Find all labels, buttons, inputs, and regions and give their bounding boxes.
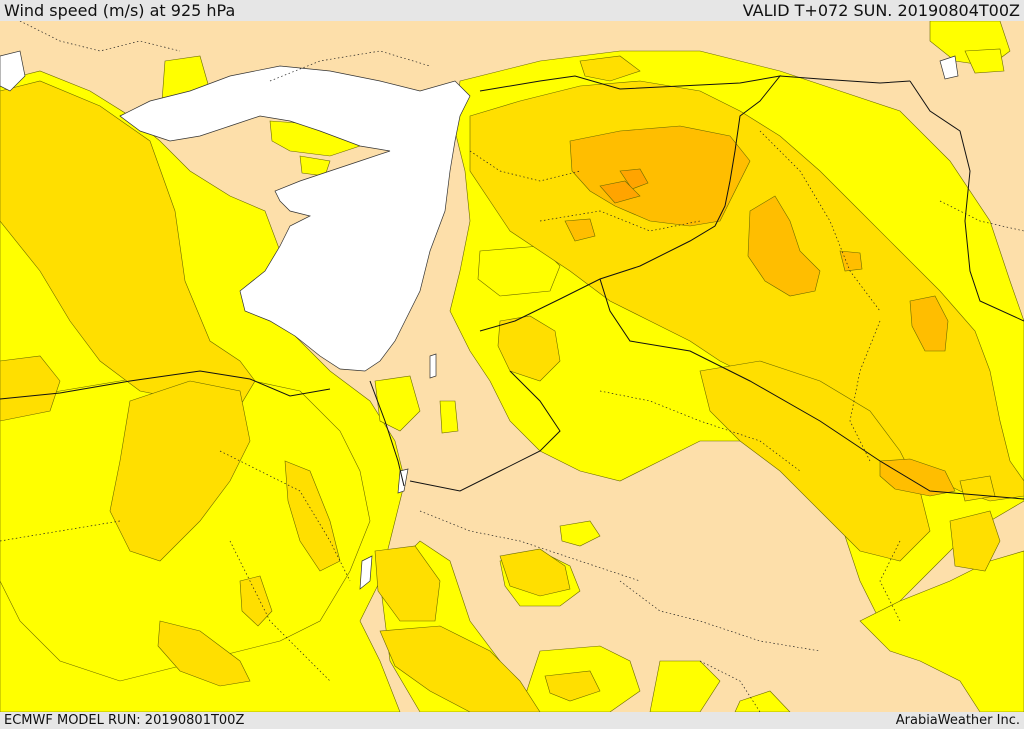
band-dark-orange bbox=[599, 168, 649, 204]
province-borders bbox=[0, 21, 1024, 712]
valid-time: VALID T+072 SUN. 20190804T00Z bbox=[742, 1, 1020, 20]
sea bbox=[0, 50, 959, 590]
map-title: Wind speed (m/s) at 925 hPa bbox=[4, 1, 236, 20]
country-borders bbox=[0, 75, 1024, 500]
model-run: ECMWF MODEL RUN: 20190801T00Z bbox=[4, 713, 245, 728]
footer-bar: ECMWF MODEL RUN: 20190801T00Z ArabiaWeat… bbox=[0, 712, 1024, 729]
wind-speed-map bbox=[0, 21, 1024, 712]
credit: ArabiaWeather Inc. bbox=[895, 713, 1020, 728]
header-bar: Wind speed (m/s) at 925 hPa VALID T+072 … bbox=[0, 0, 1024, 21]
